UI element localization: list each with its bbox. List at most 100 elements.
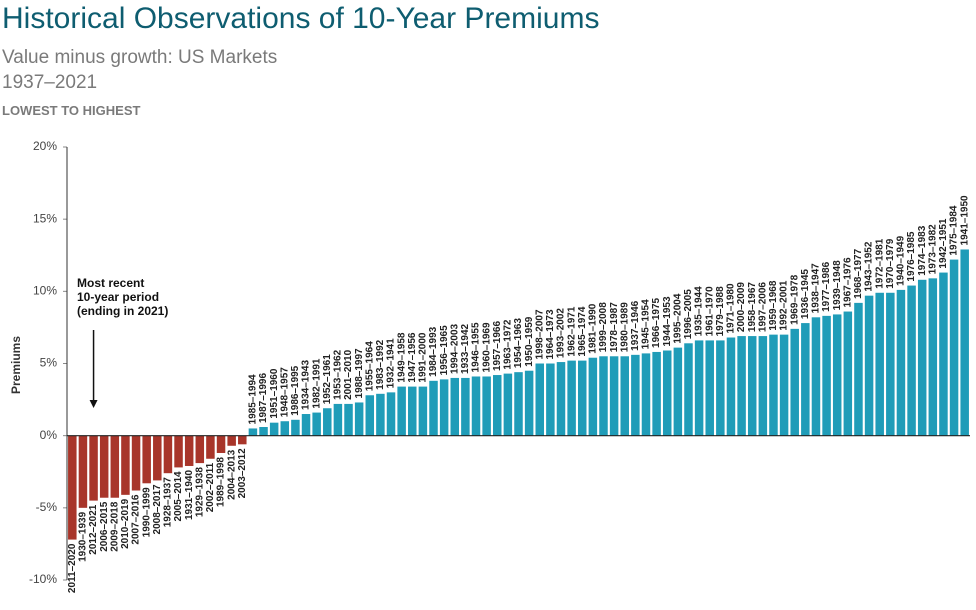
bar-label: 1975–1984 [949, 205, 960, 255]
bar [535, 363, 544, 436]
bar-label: 1954–1963 [513, 318, 524, 368]
bar [694, 340, 704, 436]
bar-label: 1930–1939 [78, 511, 89, 561]
bar [131, 435, 141, 491]
bar-label: 1967–1976 [842, 257, 853, 307]
bar [949, 259, 959, 436]
bar-label: 1965–1974 [577, 306, 588, 356]
bar-label: 1998–2007 [534, 309, 545, 359]
bar [195, 435, 205, 464]
bar-label: 1981–1990 [588, 303, 599, 353]
bar [673, 347, 683, 436]
bar-label: 2002–2011 [205, 462, 216, 512]
y-tick-label: 0% [40, 428, 58, 442]
bar-label: 1994–2003 [449, 323, 460, 373]
bar [121, 435, 130, 495]
bar-label: 1983–1992 [375, 339, 386, 389]
bar [886, 292, 895, 436]
bar-label: 1953–1962 [333, 349, 344, 399]
bar-label: 1932–1941 [386, 338, 397, 388]
bar-label: 2012–2021 [88, 504, 99, 554]
bar [493, 375, 502, 436]
bar [344, 403, 353, 436]
bar [875, 292, 884, 436]
bar [408, 386, 417, 436]
bar-label: 2003–2012 [237, 448, 248, 498]
bar [514, 372, 523, 436]
y-tick-label: -5% [36, 500, 58, 514]
bar [822, 315, 831, 436]
chart-title: Historical Observations of 10-Year Premi… [2, 2, 599, 35]
bar-label: 1934–1943 [301, 360, 312, 410]
bar-label: 1995–2004 [672, 293, 683, 343]
bar [206, 435, 215, 459]
bar [832, 314, 842, 436]
bar [652, 351, 661, 436]
bar-label: 1969–1978 [789, 274, 800, 324]
bar [726, 337, 736, 436]
bar-label: 2004–2013 [226, 449, 237, 499]
bar-label: 1974–1983 [917, 225, 928, 275]
bar [854, 302, 863, 436]
bar-label: 1949–1958 [396, 332, 407, 382]
bar [556, 362, 566, 436]
bar-label: 1988–1997 [354, 348, 365, 398]
bar [301, 414, 311, 436]
bar [333, 403, 343, 436]
bar-label: 1928–1937 [163, 477, 174, 527]
bar [631, 354, 640, 436]
bar [737, 336, 746, 436]
bar-label: 1971–1980 [726, 283, 737, 333]
bar-label: 2009–2018 [109, 501, 120, 551]
bar [917, 279, 927, 436]
bar [588, 357, 598, 436]
bar [811, 317, 821, 436]
bar [68, 435, 77, 540]
bar-label: 1984–1993 [428, 326, 439, 376]
bar-label: 1982–1991 [311, 358, 322, 408]
bar [896, 289, 906, 436]
bar [524, 370, 534, 436]
bar [312, 412, 321, 436]
bar-label: 1978–1987 [609, 302, 620, 352]
bar-label: 1970–1979 [885, 238, 896, 288]
bar [705, 340, 714, 436]
bar [928, 278, 938, 436]
bar [620, 356, 629, 436]
annotation-arrowhead [89, 400, 98, 408]
y-axis-label: Premiums [9, 336, 23, 394]
bar-label: 1929–1938 [194, 467, 205, 517]
bar [546, 363, 555, 436]
bar-label: 2005–2014 [173, 471, 184, 521]
bar-label: 1941–1950 [959, 195, 970, 245]
bar-label: 1959–1968 [768, 280, 779, 330]
bar-label: 1935–1944 [694, 286, 705, 336]
bar-label: 2001–2010 [343, 349, 354, 399]
bar-label: 1955–1964 [364, 341, 375, 391]
chart-period: 1937–2021 [2, 72, 97, 93]
bar-label: 1951–1960 [269, 368, 280, 418]
bar [365, 395, 375, 436]
y-tick-label: 20% [33, 139, 57, 153]
bar-label: 1999–2008 [598, 302, 609, 352]
sort-note: LOWEST TO HIGHEST [2, 103, 140, 118]
bar-label: 2008–2017 [152, 484, 163, 534]
bar [439, 379, 449, 436]
bar [418, 386, 428, 436]
bar [769, 334, 778, 436]
bar [684, 343, 693, 436]
y-tick-label: 5% [40, 356, 58, 370]
bar-label: 1992–2001 [779, 280, 790, 330]
bar-label: 1962–1971 [566, 306, 577, 356]
bar [864, 295, 874, 436]
bar-label: 1986–1995 [290, 365, 301, 415]
bar [662, 350, 672, 436]
bar [567, 360, 576, 436]
bar-label: 1980–1989 [619, 302, 630, 352]
chart-subtitle: Value minus growth: US Markets [2, 47, 277, 68]
bar-label: 2011–2020 [67, 543, 78, 593]
bar-label: 1991–2000 [418, 332, 429, 382]
bar [907, 285, 916, 436]
bar-label: 1976–1985 [906, 231, 917, 281]
